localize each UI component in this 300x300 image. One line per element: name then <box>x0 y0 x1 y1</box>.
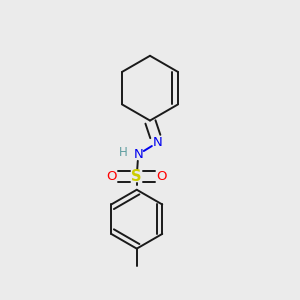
Text: O: O <box>106 170 117 183</box>
Text: N: N <box>133 148 143 161</box>
Text: N: N <box>152 136 162 149</box>
Text: O: O <box>157 170 167 183</box>
Text: H: H <box>119 146 128 159</box>
Text: S: S <box>131 169 142 184</box>
